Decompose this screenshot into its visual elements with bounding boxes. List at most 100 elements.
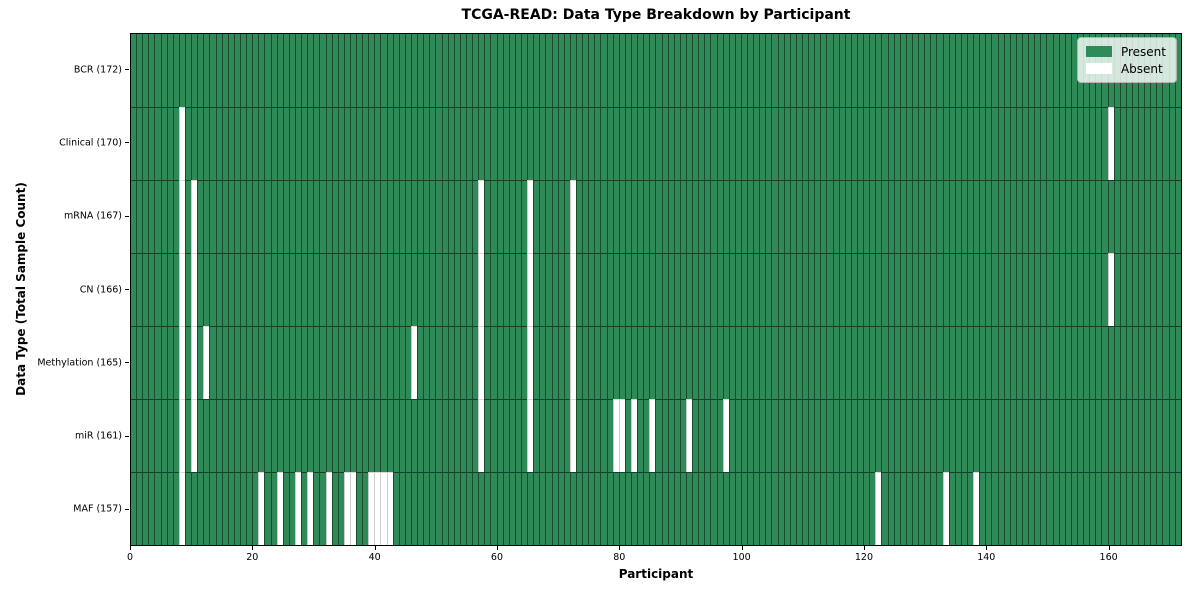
heatmap-cell (1125, 399, 1132, 472)
heatmap-cell (673, 253, 680, 326)
heatmap-cell (973, 180, 980, 253)
heatmap-cell (630, 180, 638, 253)
heatmap-cell (918, 253, 925, 326)
heatmap-cell (331, 253, 338, 326)
heatmap-cell (331, 107, 338, 180)
heatmap-cell (575, 34, 583, 107)
heatmap-cell (905, 107, 912, 180)
heatmap-cell (930, 326, 937, 399)
legend-present-label: Present (1120, 44, 1166, 59)
heatmap-cell (985, 399, 992, 472)
heatmap-cell (484, 326, 491, 399)
heatmap-cell (362, 34, 369, 107)
heatmap-cell (154, 472, 161, 545)
heatmap-cell (1113, 253, 1120, 326)
heatmap-cell (184, 253, 192, 326)
chart-title: TCGA-READ: Data Type Breakdown by Partic… (461, 7, 851, 23)
heatmap-cell (331, 326, 338, 399)
heatmap-cell (759, 472, 766, 545)
heatmap-cell (808, 326, 815, 399)
heatmap-cell (203, 472, 210, 545)
heatmap-cell (459, 399, 467, 472)
heatmap-cell (374, 107, 381, 180)
heatmap-cell (563, 253, 570, 326)
heatmap-cell (191, 326, 198, 399)
heatmap-cell (1046, 34, 1053, 107)
heatmap-cell (985, 472, 992, 545)
heatmap-cell (239, 180, 247, 253)
heatmap-cell (197, 107, 204, 180)
heatmap-cell (1003, 399, 1010, 472)
heatmap-cell (386, 399, 393, 472)
heatmap-cell (459, 253, 467, 326)
heatmap-cell (630, 34, 638, 107)
heatmap-cell (264, 34, 271, 107)
heatmap-cell (1064, 34, 1071, 107)
heatmap-cell (429, 399, 436, 472)
heatmap-cell (472, 399, 479, 472)
heatmap-cell (649, 326, 656, 399)
heatmap-cell (472, 107, 479, 180)
heatmap-cell (380, 180, 387, 253)
heatmap-cell (221, 472, 228, 545)
heatmap-cell (227, 472, 234, 545)
heatmap-cell (1168, 253, 1175, 326)
legend-entry-absent: Absent (1085, 60, 1166, 77)
heatmap-cell (496, 472, 503, 545)
heatmap-cell (942, 326, 949, 399)
heatmap-cell (637, 107, 644, 180)
heatmap-cell (765, 34, 772, 107)
heatmap-cell (1046, 326, 1053, 399)
heatmap-cell (1113, 107, 1120, 180)
heatmap-cell (704, 253, 711, 326)
heatmap-cell (1144, 472, 1151, 545)
heatmap-cell (569, 107, 576, 180)
heatmap-cell (191, 34, 198, 107)
heatmap-cell (960, 180, 967, 253)
heatmap-cell (209, 107, 216, 180)
heatmap-cell (197, 399, 204, 472)
heatmap-cell (881, 180, 888, 253)
heatmap-cell (795, 34, 803, 107)
heatmap-cell (221, 326, 228, 399)
heatmap-cell (747, 472, 754, 545)
heatmap-cell (1119, 399, 1126, 472)
heatmap-cell (924, 326, 931, 399)
heatmap-cell (252, 107, 259, 180)
heatmap-cell (612, 180, 619, 253)
heatmap-cell (710, 180, 717, 253)
heatmap-cell (802, 472, 809, 545)
heatmap-cell (398, 107, 405, 180)
heatmap-cell (429, 326, 436, 399)
heatmap-cell (386, 472, 393, 545)
heatmap-cell (215, 253, 222, 326)
heatmap-cell (759, 399, 766, 472)
heatmap-cell (759, 253, 766, 326)
heatmap-cell (1150, 107, 1157, 180)
heatmap-cell (301, 472, 308, 545)
heatmap-cell (172, 107, 179, 180)
heatmap-cell (850, 399, 858, 472)
heatmap-cell (789, 472, 796, 545)
heatmap-cell (655, 253, 662, 326)
heatmap-cell (343, 253, 350, 326)
x-axis-label: Participant (618, 567, 694, 581)
heatmap-cell (1076, 399, 1084, 472)
heatmap-cell (496, 253, 503, 326)
heatmap-cell (820, 399, 827, 472)
heatmap-cell (1113, 180, 1120, 253)
heatmap-cell (582, 472, 589, 545)
heatmap-cell (875, 107, 882, 180)
heatmap-cell (343, 472, 350, 545)
heatmap-cell (508, 180, 515, 253)
x-tick-label-80: 80 (613, 552, 626, 563)
heatmap-cell (692, 472, 699, 545)
heatmap-cell (698, 180, 705, 253)
heatmap-cell (1040, 472, 1047, 545)
heatmap-cell (753, 34, 760, 107)
y-tick-label-mir: miR (161) (74, 430, 122, 442)
heatmap-cell (850, 34, 858, 107)
heatmap-cell (838, 326, 845, 399)
heatmap-cell (783, 326, 790, 399)
